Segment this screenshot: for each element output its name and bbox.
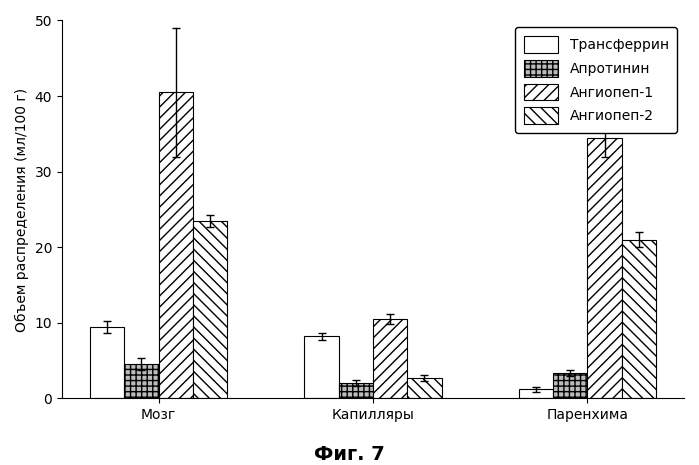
Bar (408, 378, 442, 399)
Y-axis label: Объем распределения (мл/100 г): Объем распределения (мл/100 г) (15, 87, 29, 332)
Bar (622, 239, 656, 399)
Bar (193, 221, 227, 399)
Bar (124, 365, 159, 399)
Bar (587, 138, 622, 399)
Legend: Трансферрин, Апротинин, Ангиопеп-1, Ангиопеп-2: Трансферрин, Апротинин, Ангиопеп-1, Анги… (515, 27, 677, 133)
Bar (553, 373, 587, 399)
Text: Фиг. 7: Фиг. 7 (314, 445, 385, 465)
Bar (373, 319, 408, 399)
Bar (519, 389, 553, 399)
Bar (159, 92, 193, 399)
Bar (339, 383, 373, 399)
Bar (90, 326, 124, 399)
Bar (304, 336, 339, 399)
